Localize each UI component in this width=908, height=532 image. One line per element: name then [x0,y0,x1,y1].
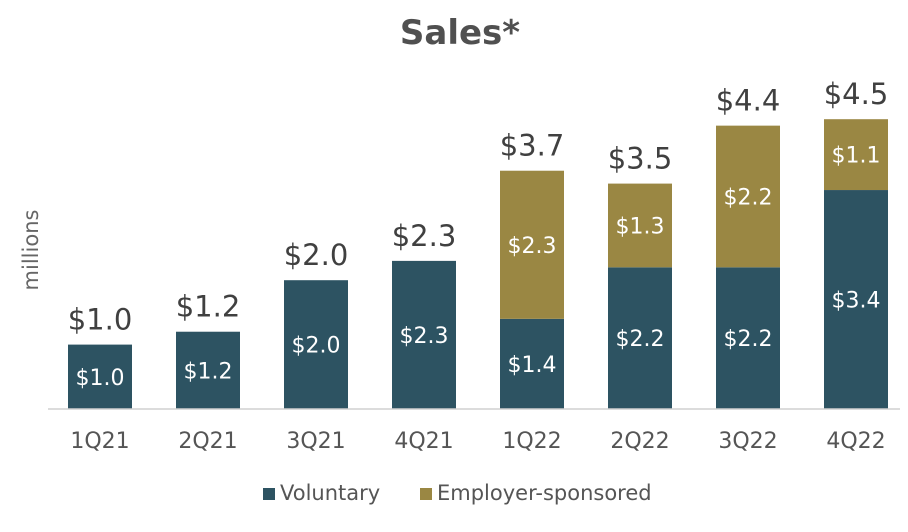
total-label-2q21: $1.2 [176,290,241,324]
segment-label-voluntary-4q21: $2.3 [400,324,449,349]
segment-label-voluntary-3q21: $2.0 [292,334,341,359]
segment-label-voluntary-4q22: $3.4 [832,289,881,314]
bar-voluntary-2q21 [176,331,240,409]
x-tick-label-4q22: 4Q22 [826,429,885,454]
segment-label-employer-sponsored-2q22: $1.3 [616,214,665,239]
total-label-4q21: $2.3 [392,219,457,253]
x-tick-label-1q22: 1Q22 [502,429,561,454]
segment-label-employer-sponsored-1q22: $2.3 [508,234,557,259]
bar-employer-sponsored-4q22 [824,119,888,191]
x-tick-label-3q22: 3Q22 [718,429,777,454]
bar-employer-sponsored-2q22 [608,183,672,268]
x-tick-label-4q21: 4Q21 [394,429,453,454]
bar-voluntary-1q22 [500,318,564,409]
bar-voluntary-4q21 [392,260,456,409]
x-tick-label-2q22: 2Q22 [610,429,669,454]
total-label-3q22: $4.4 [716,84,781,118]
legend-swatch-employer-sponsored [420,488,432,500]
total-label-3q21: $2.0 [284,238,349,272]
segment-label-voluntary-3q22: $2.2 [724,327,773,352]
legend-label-voluntary: Voluntary [280,481,380,505]
segment-label-voluntary-2q21: $1.2 [184,359,233,384]
segment-label-voluntary-1q21: $1.0 [76,366,125,391]
segment-label-voluntary-2q22: $2.2 [616,327,665,352]
chart-title: Sales* [400,13,520,53]
total-label-1q21: $1.0 [68,303,133,337]
bar-employer-sponsored-1q22 [500,170,564,319]
total-label-1q22: $3.7 [500,129,565,163]
bar-voluntary-3q22 [716,267,780,409]
total-label-4q22: $4.5 [824,77,889,111]
x-tick-label-1q21: 1Q21 [70,429,129,454]
legend-swatch-voluntary [263,488,275,500]
bar-voluntary-4q22 [824,190,888,409]
bar-voluntary-1q21 [68,344,132,409]
legend: Voluntary Employer-sponsored [263,481,652,505]
x-tick-label-2q21: 2Q21 [178,429,237,454]
segment-label-employer-sponsored-4q22: $1.1 [832,144,881,169]
y-axis-label: millions [19,210,43,291]
bars-group: $1.0 $1.0 $1.2 $1.2 $2.0 $2.0 $2.3 $2.3 $1.4 $2.3… [68,77,889,409]
bar-voluntary-2q22 [608,267,672,409]
bar-employer-sponsored-3q22 [716,125,780,268]
segment-label-voluntary-1q22: $1.4 [508,353,557,378]
segment-label-employer-sponsored-3q22: $2.2 [724,185,773,210]
x-tick-label-3q21: 3Q21 [286,429,345,454]
bar-voluntary-3q21 [284,280,348,409]
legend-label-employer-sponsored: Employer-sponsored [437,481,652,505]
total-label-2q22: $3.5 [608,142,673,176]
x-axis-ticks: 1Q21 2Q21 3Q21 4Q21 1Q22 2Q22 3Q22 4Q22 [70,429,885,454]
